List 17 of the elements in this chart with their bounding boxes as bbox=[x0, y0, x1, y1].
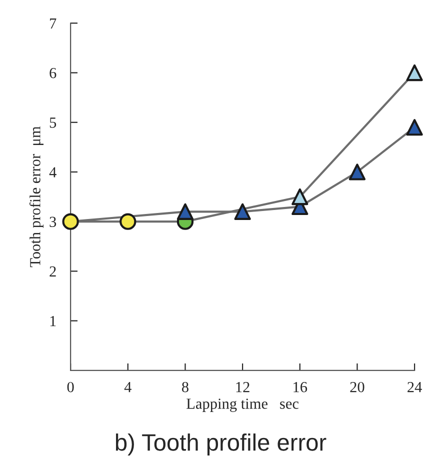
x-tick-label: 8 bbox=[182, 382, 188, 392]
y-tick-label: 7 bbox=[50, 18, 56, 28]
y-tick-label: 2 bbox=[50, 266, 56, 276]
x-tick-label: 16 bbox=[294, 382, 308, 392]
x-tick-label: 20 bbox=[350, 382, 364, 392]
x-tick-label: 4 bbox=[124, 382, 132, 392]
y-tick-label: 1 bbox=[50, 316, 56, 326]
x-tick-label: 24 bbox=[408, 382, 422, 392]
y-tick-label: 3 bbox=[50, 216, 56, 228]
y-axis-title: Tooth profile error μm bbox=[29, 126, 44, 268]
x-axis-title: Lapping time sec bbox=[186, 398, 299, 412]
y-tick-label: 4 bbox=[49, 167, 56, 178]
x-tick-label: 0 bbox=[67, 382, 74, 392]
x-tick-label: 12 bbox=[236, 382, 250, 392]
y-tick-label: 5 bbox=[50, 118, 56, 128]
text: b) Tooth profile error bbox=[116, 433, 326, 456]
y-tick-label: 6 bbox=[50, 68, 56, 78]
